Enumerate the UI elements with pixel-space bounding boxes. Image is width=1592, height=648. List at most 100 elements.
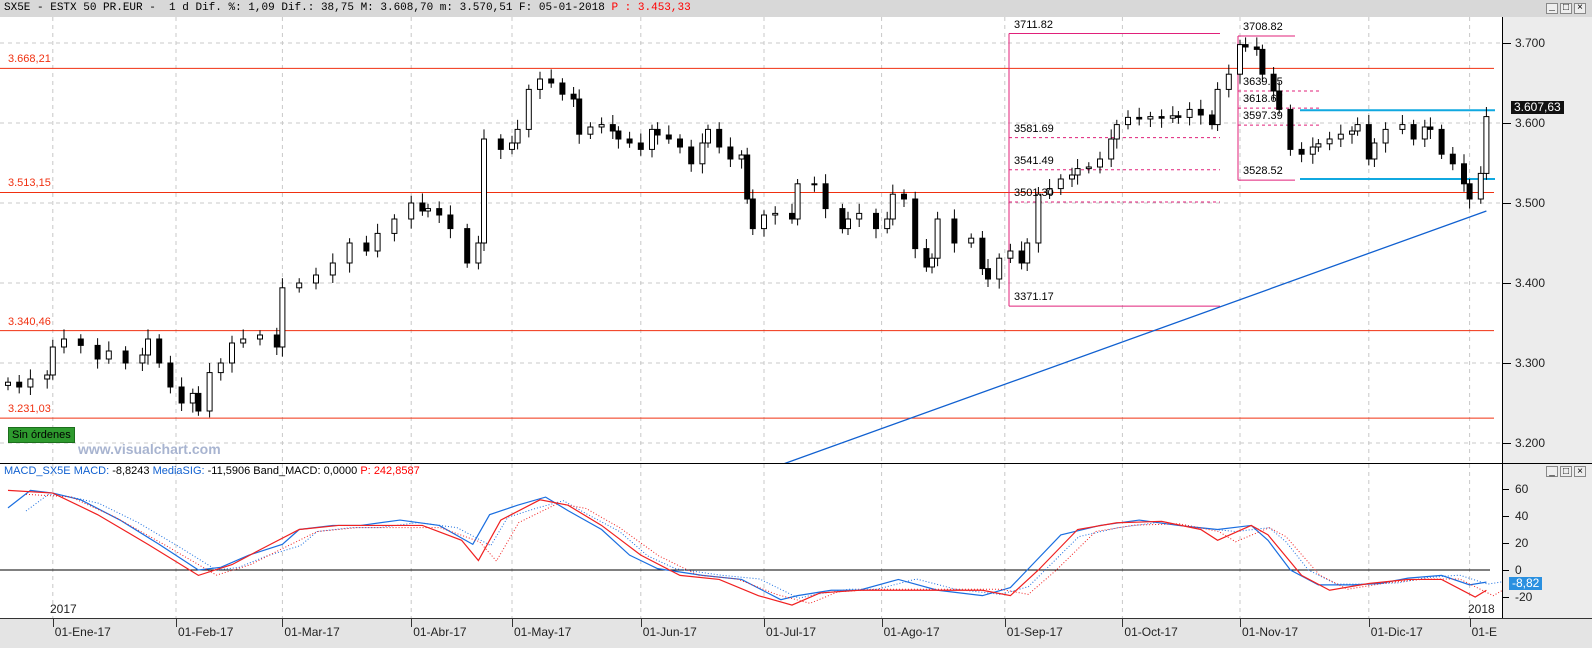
trendline [784,210,1487,463]
candle-bullish [699,142,706,165]
month-label: 01-Oct-17 [1124,625,1178,639]
candle-bullish [206,372,213,412]
macd-maximize-button[interactable]: □ [1560,466,1572,477]
candle-bullish [525,88,532,130]
candle-bullish [145,338,151,356]
close-button[interactable]: × [1574,3,1586,14]
candle-bullish [738,154,745,160]
month-label: 01-Ene-17 [54,625,111,639]
candle-bullish [1354,124,1361,132]
fib-label: 3597.39 [1243,110,1283,123]
month-tick [512,619,513,627]
month-tick [1240,619,1241,627]
candle-bearish [727,146,734,160]
candle-bullish [1035,193,1042,244]
watermark: www.visualchart.com [78,441,221,457]
macd-minimize-button[interactable]: _ [1546,466,1558,477]
date: 05-01-2018 [538,2,605,14]
month-label: 01-Ago-17 [883,625,940,639]
price-tick-label: 3.400 [1515,276,1546,290]
price-tick-label: 3.600 [1515,116,1546,130]
axis-tick-mark [1503,489,1509,490]
maximize-button[interactable]: □ [1560,3,1572,14]
minimize-button[interactable]: _ [1546,3,1558,14]
macd-axis[interactable]: _ □ × 60 40 20 0 -20 -8,82 [1502,464,1592,618]
candle-bullish [27,378,34,388]
macd-chart-svg [0,464,1502,618]
fib-label: 3581.69 [1014,122,1054,135]
candle-bearish [677,138,683,148]
candle-bullish [889,193,896,220]
price-tick-label: 3.700 [1515,36,1546,50]
candle-bullish [44,374,51,380]
month-label: 01-E [1471,625,1497,639]
candle-bullish [1069,174,1075,180]
candle-bullish [408,202,415,220]
month-label: 01-Jun-17 [642,625,697,639]
candle-bearish [464,228,471,264]
p-value: 3.453,33 [637,2,691,14]
candle-bearish [1270,73,1277,92]
month-tick [1004,619,1006,627]
candle-bearish [923,248,930,268]
candle-bullish [514,128,521,144]
level-label: 3.340,46 [8,315,51,328]
candle-bullish [1046,188,1053,195]
candle-bearish [94,344,101,360]
candle-bullish [61,338,67,348]
chart-title-bar: SX5E - ESTX 50 PR.EUR - 1 d Dif. %: 1,09… [0,0,1592,17]
candle-bearish [1158,116,1165,119]
month-label: 01-Dic-17 [1370,625,1423,639]
candle-bullish [705,128,711,144]
time-axis[interactable]: 01-Ene-17 01-Feb-17 01-Mar-17 01-Abr-17 01-M… [0,618,1592,648]
candle-bullish [1169,115,1176,119]
candle-bearish [1175,115,1182,118]
orders-badge[interactable]: Sin órdenes [8,427,75,443]
macd-line [7,489,1487,601]
candle-bearish [1438,128,1445,155]
dif: 38,75 [320,2,354,14]
price-chart-svg [0,17,1502,463]
price-chart[interactable]: 3.668,21 3.513,15 3.340,46 3.231,03 3711.82… [0,17,1502,463]
candle-bearish [716,128,723,148]
candle-bearish [447,214,454,230]
price-tick-label: 3.200 [1515,436,1546,450]
candle-bullish [1113,124,1120,140]
macd-panel[interactable]: MACD_SX5E MACD: -8,8243 MediaSIG: -11,59… [0,464,1502,618]
month-label: 01-Nov-17 [1242,625,1299,639]
band-value: 0,0000 [323,465,358,477]
panel-divider[interactable] [0,463,1592,464]
candle-bullish [1007,250,1014,259]
macd-title: MACD_SX5E [4,465,71,477]
candle-bearish [1449,153,1456,165]
dif-pct: 1,09 [248,2,275,14]
candle-bullish [1108,138,1115,160]
month-tick [52,619,54,627]
axis-tick-mark [1503,516,1509,517]
candle-bullish [929,257,935,268]
candle-bearish [912,198,919,250]
candle-bullish [189,392,196,404]
candle-bullish [968,237,975,244]
candle-bearish [570,93,577,100]
candle-bullish [1326,138,1333,145]
macd-value: -8,8243 [112,465,150,477]
date-label: F: [519,2,533,14]
axis-tick-mark [1503,203,1511,204]
candle-bullish [587,126,594,135]
axis-tick-mark [1503,283,1511,284]
price-axis[interactable]: 3.700 3.600 3.500 3.400 3.300 3.200 3.607,63 [1502,17,1592,463]
macd-current-label: -8,82 [1509,577,1543,590]
candle-bullish [374,232,381,252]
candle-bullish [845,218,851,230]
candle-bullish [1097,158,1103,168]
candle-bearish [419,202,426,212]
macd-close-button[interactable]: × [1574,466,1586,477]
window-controls: _ □ × [1546,3,1586,14]
candle-bearish [1259,48,1266,75]
candle-bullish [1349,130,1355,135]
month-tick [176,619,177,627]
candle-bullish [313,274,319,284]
month-label: 01-Jul-17 [766,625,817,639]
candle-bearish [1242,44,1249,48]
